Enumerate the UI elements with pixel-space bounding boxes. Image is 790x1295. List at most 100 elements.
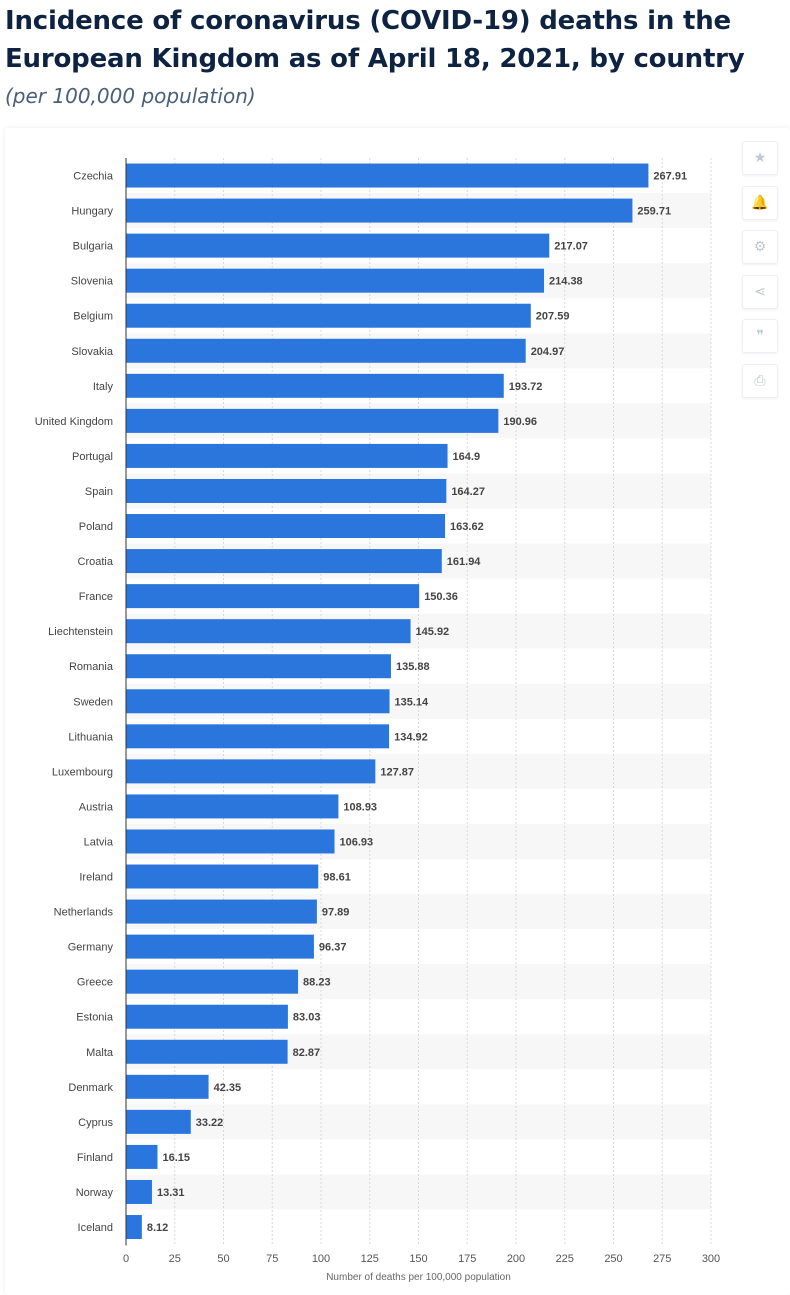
x-tick-label: 250: [604, 1253, 622, 1265]
value-label: 83.03: [293, 1012, 321, 1024]
bar: [126, 1109, 191, 1134]
value-label: 190.96: [503, 416, 537, 428]
category-label: United Kingdom: [35, 416, 113, 428]
chart-subtitle: (per 100,000 population): [5, 84, 256, 108]
chart-toolbar: ★ 🔔 ⚙ ⋖ ❞ ⎙: [742, 141, 778, 408]
bar: [126, 163, 649, 188]
category-label: Italy: [93, 381, 114, 393]
category-label: Slovakia: [71, 346, 113, 358]
bar: [126, 1215, 142, 1240]
category-label: Ireland: [79, 872, 113, 884]
category-label: Estonia: [76, 1012, 114, 1024]
category-label: Germany: [68, 942, 114, 954]
share-icon: ⋖: [754, 283, 766, 300]
x-tick-label: 150: [409, 1253, 427, 1265]
print-icon: ⎙: [754, 372, 766, 389]
x-tick-label: 300: [702, 1253, 720, 1265]
value-label: 42.35: [214, 1082, 242, 1094]
bar: [126, 759, 376, 784]
value-label: 16.15: [162, 1152, 190, 1164]
bar: [126, 549, 442, 574]
value-label: 164.27: [451, 486, 485, 498]
bar: [126, 969, 299, 994]
bar: [126, 373, 504, 398]
value-label: 106.93: [340, 836, 374, 848]
value-label: 127.87: [380, 766, 414, 778]
share-button[interactable]: ⋖: [742, 274, 778, 309]
cite-quote-button[interactable]: ❞: [742, 319, 778, 353]
category-label: Denmark: [68, 1082, 113, 1094]
bar: [126, 514, 446, 539]
bar: [126, 864, 319, 889]
bar: [126, 233, 550, 258]
category-label: Croatia: [78, 556, 114, 568]
category-label: Cyprus: [78, 1117, 113, 1129]
category-label: Slovenia: [71, 276, 114, 288]
value-label: 135.14: [395, 696, 430, 708]
bar: [126, 794, 339, 819]
value-label: 259.71: [637, 206, 671, 218]
value-label: 8.12: [147, 1222, 168, 1234]
value-label: 145.92: [416, 626, 450, 638]
category-label: Spain: [85, 486, 113, 498]
bar: [126, 934, 314, 959]
x-tick-label: 75: [266, 1253, 278, 1265]
print-button[interactable]: ⎙: [742, 363, 778, 398]
bar: [126, 408, 499, 433]
value-label: 207.59: [536, 311, 570, 323]
category-label: Bulgaria: [73, 241, 114, 253]
bar: [126, 689, 390, 714]
x-tick-label: 225: [556, 1253, 574, 1265]
favorite-star-icon: ★: [753, 150, 767, 166]
value-label: 13.31: [157, 1187, 185, 1199]
bar: [126, 268, 545, 293]
bar: [126, 619, 411, 644]
chart-title: Incidence of coronavirus (COVID-19) deat…: [5, 6, 745, 74]
x-tick-label: 50: [217, 1253, 229, 1265]
category-label: Netherlands: [54, 907, 114, 919]
cite-quote-icon: ❞: [756, 328, 764, 344]
bar: [126, 478, 447, 503]
value-label: 164.9: [453, 451, 481, 463]
category-label: Czechia: [73, 171, 114, 183]
bar: [126, 829, 335, 854]
bar: [126, 1179, 152, 1204]
category-label: Luxembourg: [52, 766, 113, 778]
category-label: Sweden: [73, 696, 113, 708]
category-label: Iceland: [78, 1222, 113, 1234]
value-label: 204.97: [531, 346, 565, 358]
value-label: 134.92: [394, 731, 428, 743]
bar: [126, 198, 633, 223]
bar: [126, 1039, 288, 1064]
value-label: 267.91: [653, 171, 687, 183]
favorite-star-button[interactable]: ★: [742, 141, 778, 175]
bar: [126, 654, 391, 679]
notification-bell-icon: 🔔: [751, 194, 769, 211]
x-tick-label: 125: [361, 1253, 379, 1265]
value-label: 88.23: [303, 977, 331, 989]
category-label: Finland: [77, 1152, 113, 1164]
value-label: 217.07: [554, 241, 588, 253]
x-tick-label: 100: [312, 1253, 330, 1265]
category-label: Romania: [69, 661, 114, 673]
category-label: Malta: [86, 1047, 114, 1059]
bar: [126, 724, 390, 749]
bar: [126, 443, 448, 468]
settings-gear-button[interactable]: ⚙: [742, 230, 778, 264]
x-tick-label: 200: [507, 1253, 525, 1265]
x-tick-label: 25: [169, 1253, 181, 1265]
bar: [126, 584, 420, 609]
x-tick-label: 175: [458, 1253, 476, 1265]
value-label: 161.94: [447, 556, 482, 568]
category-label: Portugal: [72, 451, 113, 463]
bar: [126, 303, 531, 328]
x-tick-label: 275: [653, 1253, 671, 1265]
category-label: France: [79, 591, 113, 603]
value-label: 96.37: [319, 942, 347, 954]
value-label: 98.61: [323, 872, 351, 884]
value-label: 163.62: [450, 521, 484, 533]
notification-bell-button[interactable]: 🔔: [742, 185, 778, 220]
x-axis-title: Number of deaths per 100,000 population: [326, 1272, 511, 1283]
settings-gear-icon: ⚙: [753, 239, 767, 255]
